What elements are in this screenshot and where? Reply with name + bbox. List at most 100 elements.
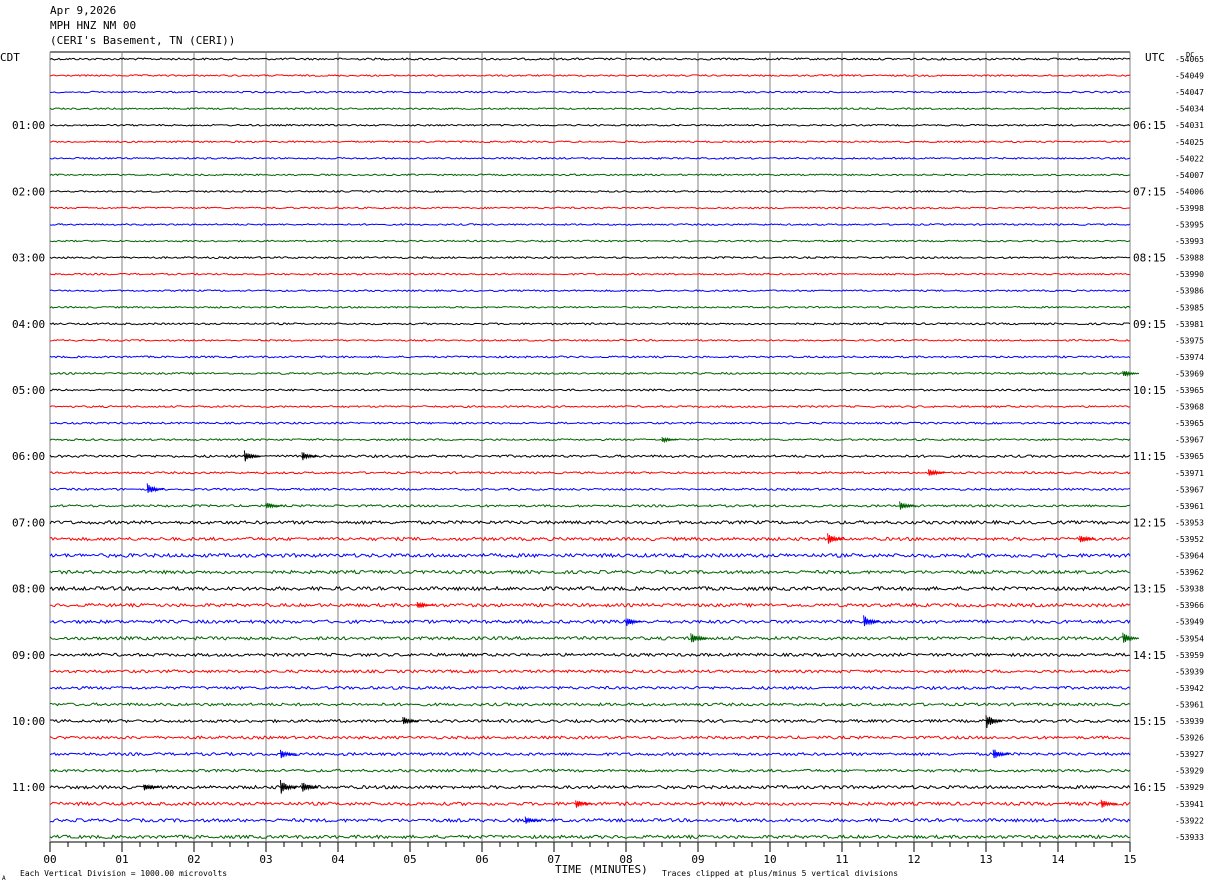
cdt-hour-label: 08:00 bbox=[12, 583, 45, 596]
event-burst bbox=[279, 749, 297, 759]
dc-offset-label: -53954 bbox=[1175, 634, 1204, 643]
x-axis-label: TIME (MINUTES) bbox=[555, 863, 648, 876]
header-date: Apr 9,2026 bbox=[50, 4, 117, 17]
dc-offset-label: -53929 bbox=[1175, 767, 1204, 776]
dc-offset-label: -54007 bbox=[1175, 171, 1204, 180]
event-burst bbox=[402, 717, 420, 725]
cdt-hour-label: 11:00 bbox=[12, 781, 45, 794]
dc-offset-label: -54006 bbox=[1175, 187, 1204, 196]
dc-offset-label: -54065 bbox=[1175, 55, 1204, 64]
event-burst bbox=[863, 615, 881, 627]
trace-line bbox=[49, 123, 1131, 127]
trace-line bbox=[49, 685, 1131, 691]
trace-line bbox=[49, 90, 1131, 94]
event-burst bbox=[985, 715, 1003, 728]
x-tick-label: 15 bbox=[1123, 853, 1136, 866]
trace-line bbox=[49, 57, 1131, 61]
cdt-hour-label: 09:00 bbox=[12, 649, 45, 662]
event-burst bbox=[1122, 632, 1140, 643]
x-tick-label: 04 bbox=[331, 853, 345, 866]
dc-offset-label: -53967 bbox=[1175, 485, 1204, 494]
trace-line bbox=[49, 569, 1131, 575]
cdt-hour-label: 10:00 bbox=[12, 715, 45, 728]
event-burst bbox=[301, 452, 319, 461]
dc-offset-label: -54031 bbox=[1175, 121, 1204, 130]
x-tick-label: 03 bbox=[259, 853, 272, 866]
trace-line bbox=[49, 255, 1131, 260]
x-tick-label: 01 bbox=[115, 853, 128, 866]
trace-line bbox=[49, 438, 1131, 442]
event-burst bbox=[625, 618, 643, 627]
dc-offset-label: -53941 bbox=[1175, 800, 1204, 809]
cdt-hour-label: 04:00 bbox=[12, 318, 45, 331]
trace-line bbox=[49, 454, 1131, 459]
trace-line bbox=[49, 338, 1131, 342]
trace-line bbox=[49, 552, 1131, 559]
dc-offset-label: -53981 bbox=[1175, 320, 1204, 329]
cdt-hour-label: 07:00 bbox=[12, 516, 45, 529]
x-tick-label: 06 bbox=[475, 853, 488, 866]
dc-offset-label: -53993 bbox=[1175, 237, 1204, 246]
trace-line bbox=[49, 404, 1131, 409]
scale-note: Each Vertical Division = 1000.00 microvo… bbox=[20, 869, 227, 878]
trace-line bbox=[49, 289, 1131, 293]
dc-offset-label: -53942 bbox=[1175, 684, 1204, 693]
event-burst bbox=[265, 502, 283, 509]
cdt-label: CDT bbox=[0, 51, 20, 64]
x-tick-label: 09 bbox=[691, 853, 704, 866]
trace-line bbox=[49, 421, 1131, 425]
trace-line bbox=[49, 834, 1131, 840]
trace-line bbox=[49, 223, 1131, 226]
dc-offset-label: -53939 bbox=[1175, 717, 1204, 726]
dc-offset-label: -53975 bbox=[1175, 336, 1204, 345]
utc-hour-label: 09:15 bbox=[1133, 318, 1166, 331]
cdt-hour-label: 05:00 bbox=[12, 384, 45, 397]
dc-offset-label: -53926 bbox=[1175, 734, 1204, 743]
utc-hour-label: 10:15 bbox=[1133, 384, 1166, 397]
event-burst bbox=[899, 501, 917, 510]
utc-label: UTC bbox=[1145, 51, 1165, 64]
cdt-hour-label: 06:00 bbox=[12, 450, 45, 463]
utc-hour-label: 06:15 bbox=[1133, 119, 1166, 132]
cdt-hour-labels: 01:00 02:00 03:00 04:00 05:00 06:00 07:00 08:00… bbox=[12, 119, 45, 794]
event-burst bbox=[1100, 799, 1118, 808]
dc-offset-label: -53969 bbox=[1175, 369, 1204, 378]
trace-line bbox=[49, 322, 1131, 326]
trace-line bbox=[49, 189, 1131, 193]
trace-line bbox=[49, 74, 1131, 78]
trace-line bbox=[49, 536, 1131, 542]
dc-offset-label: -53927 bbox=[1175, 750, 1204, 759]
utc-hour-labels: 06:15 07:15 08:15 09:15 10:15 11:15 12:15 13:15… bbox=[1133, 119, 1166, 794]
trace-line bbox=[49, 206, 1131, 210]
trace-line bbox=[49, 371, 1131, 376]
dc-offset-label: -53995 bbox=[1175, 221, 1204, 230]
event-burst bbox=[243, 450, 261, 462]
trace-line bbox=[49, 669, 1131, 674]
dc-offset-label: -53990 bbox=[1175, 270, 1204, 279]
event-burst bbox=[661, 436, 679, 444]
utc-hour-label: 12:15 bbox=[1133, 516, 1166, 529]
dc-offset-label: -54049 bbox=[1175, 72, 1204, 81]
trace-line bbox=[49, 305, 1131, 309]
trace-line bbox=[49, 272, 1131, 276]
dc-offset-label: -53929 bbox=[1175, 783, 1204, 792]
dc-offset-label: -53971 bbox=[1175, 469, 1204, 478]
utc-hour-label: 15:15 bbox=[1133, 715, 1166, 728]
event-burst bbox=[827, 533, 845, 544]
dc-offset-label: -53986 bbox=[1175, 287, 1204, 296]
utc-hour-label: 11:15 bbox=[1133, 450, 1166, 463]
x-tick-label: 00 bbox=[43, 853, 56, 866]
utc-hour-label: 08:15 bbox=[1133, 252, 1166, 265]
trace-line bbox=[49, 355, 1131, 359]
trace-line bbox=[49, 817, 1131, 823]
dc-offset-label: -54047 bbox=[1175, 88, 1204, 97]
event-burst bbox=[143, 783, 161, 791]
trace-line bbox=[49, 173, 1131, 177]
seismic-traces bbox=[49, 57, 1131, 840]
header-location: (CERI's Basement, TN (CERI)) bbox=[50, 34, 236, 47]
dc-offset-label: -53953 bbox=[1175, 518, 1204, 527]
cdt-hour-label: 02:00 bbox=[12, 185, 45, 198]
event-burst bbox=[992, 749, 1010, 759]
event-bursts bbox=[143, 370, 1140, 824]
